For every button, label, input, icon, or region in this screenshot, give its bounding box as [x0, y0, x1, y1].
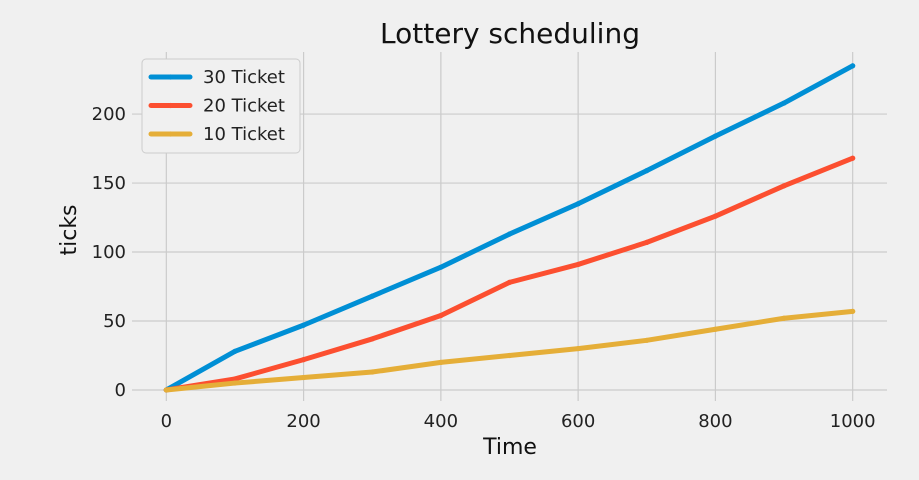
y-tick-label: 50	[103, 311, 126, 332]
data-point	[232, 348, 238, 354]
data-point	[369, 293, 375, 299]
data-point	[850, 308, 856, 314]
y-axis-label: ticks	[57, 204, 82, 255]
legend-label: 10 Ticket	[203, 124, 285, 145]
data-point	[506, 352, 513, 359]
legend: 30 Ticket 20 Ticket 10 Ticket	[141, 58, 301, 154]
data-point	[850, 155, 856, 161]
data-point	[163, 387, 169, 393]
data-point	[506, 279, 513, 285]
data-point	[644, 239, 650, 245]
y-tick-label: 150	[92, 173, 126, 194]
y-tick-label: 100	[92, 242, 126, 263]
data-point	[712, 213, 719, 219]
data-point	[300, 357, 307, 363]
data-point	[712, 133, 719, 139]
data-point	[781, 100, 787, 106]
series-lines	[163, 63, 856, 393]
data-point	[712, 326, 719, 332]
data-point	[438, 312, 444, 319]
data-point	[232, 376, 238, 382]
data-point	[438, 264, 444, 270]
data-point	[781, 315, 787, 321]
legend-marker	[167, 102, 174, 109]
data-point	[644, 337, 650, 343]
y-tick-label: 0	[115, 380, 126, 401]
data-point	[369, 336, 375, 342]
data-point	[575, 345, 581, 352]
tick-labels: 0 200 400 600 800 1000 0 50 100 150 200	[92, 104, 876, 432]
data-point	[506, 231, 513, 237]
data-point	[850, 63, 856, 69]
data-point	[575, 201, 581, 207]
legend-marker	[167, 131, 174, 137]
data-point	[575, 261, 581, 268]
x-tick-label: 1000	[830, 411, 876, 432]
legend-box	[141, 58, 301, 154]
data-point	[300, 374, 307, 381]
x-tick-label: 600	[561, 411, 595, 432]
data-point	[232, 380, 238, 386]
data-point	[300, 322, 307, 328]
x-tick-label: 800	[698, 411, 732, 432]
data-point	[781, 183, 787, 189]
x-tick-label: 200	[286, 411, 320, 432]
chart-title: Lottery scheduling	[380, 17, 640, 50]
legend-label: 30 Ticket	[203, 67, 285, 88]
legend-label: 20 Ticket	[203, 96, 285, 117]
data-point	[369, 369, 375, 375]
x-axis-label: Time	[482, 435, 537, 460]
x-tick-label: 400	[424, 411, 458, 432]
data-point	[644, 168, 650, 174]
y-tick-label: 200	[92, 104, 126, 125]
x-tick-label: 0	[161, 411, 172, 432]
data-point	[438, 359, 444, 365]
legend-marker	[167, 74, 174, 80]
